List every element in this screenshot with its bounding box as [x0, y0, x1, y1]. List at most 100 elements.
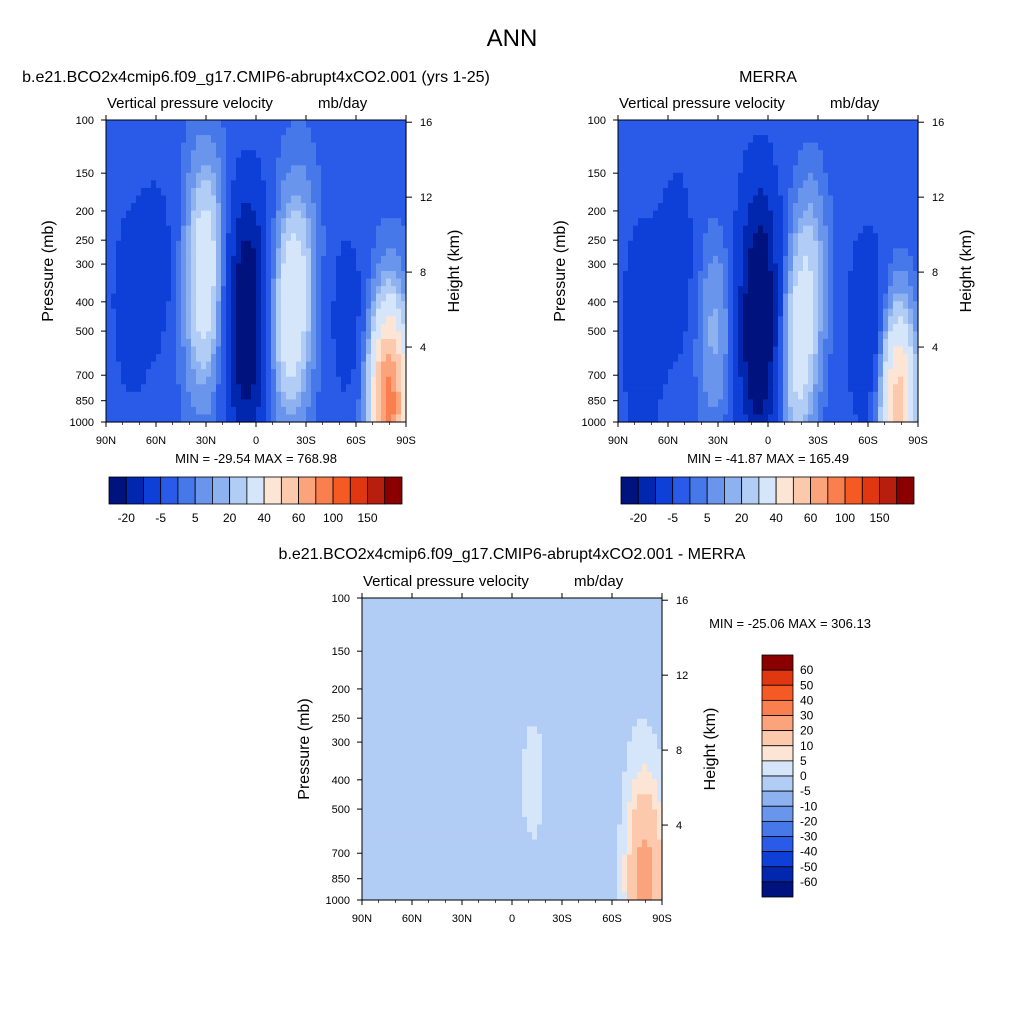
heatmap-cell — [718, 346, 724, 355]
colorbar: -20 -5 5 20 40 60 100 150 — [620, 476, 915, 525]
heatmap-cell — [176, 346, 182, 355]
heatmap-cell — [256, 331, 262, 340]
heatmap-cell — [136, 120, 142, 129]
heatmap-cell — [401, 172, 407, 181]
heatmap-cell — [718, 338, 724, 348]
heatmap-cell — [863, 187, 869, 197]
heatmap-cell — [638, 361, 644, 370]
heatmap-cell — [618, 120, 624, 129]
heatmap-cell — [271, 301, 277, 310]
heatmap-cell — [221, 255, 227, 265]
heatmap-cell — [156, 240, 162, 249]
heatmap-cell — [848, 414, 854, 423]
heatmap-cell — [903, 142, 909, 151]
heatmap-cell — [191, 301, 197, 310]
heatmap-cell — [181, 286, 187, 295]
heatmap-cell — [878, 346, 884, 355]
heatmap-cell — [898, 172, 904, 181]
heatmap-cell — [703, 248, 709, 257]
heatmap-cell — [351, 278, 357, 287]
heatmap-cell — [196, 308, 202, 317]
heatmap-cell — [883, 293, 889, 302]
heatmap-cell — [136, 240, 142, 249]
heatmap-cell — [698, 135, 704, 144]
heatmap-cell — [808, 406, 814, 416]
heatmap-cell — [873, 203, 879, 212]
heatmap-cell — [823, 135, 829, 144]
heatmap-cell — [331, 323, 337, 332]
heatmap-cell — [773, 406, 779, 416]
heatmap-cell — [863, 338, 869, 348]
heatmap-cell — [663, 240, 669, 249]
heatmap-cell — [703, 376, 709, 385]
heatmap-cell — [793, 127, 799, 136]
heatmap-cell — [793, 301, 799, 310]
heatmap-cell — [271, 248, 277, 257]
heatmap-cell — [166, 263, 172, 272]
heatmap-cell — [828, 233, 834, 242]
heatmap-cell — [176, 316, 182, 325]
heatmap-cell — [121, 218, 127, 227]
heatmap-cell — [708, 316, 714, 325]
heatmap-cell — [251, 150, 257, 159]
heatmap-cell — [171, 255, 177, 265]
colorbar-swatch — [263, 476, 282, 505]
heatmap-cell — [126, 384, 132, 393]
heatmap-cell — [321, 172, 327, 181]
heatmap-cell — [201, 384, 207, 393]
heatmap-cell — [858, 286, 864, 295]
heatmap-cell — [181, 150, 187, 159]
heatmap-cell — [863, 308, 869, 317]
heatmap-cell — [336, 384, 342, 393]
heatmap-cell — [653, 120, 659, 129]
heatmap-cell — [126, 391, 132, 400]
heatmap-cell — [643, 233, 649, 242]
heatmap-cell — [888, 233, 894, 242]
heatmap-cell — [241, 195, 247, 204]
heatmap-cell — [196, 354, 202, 363]
heatmap-cell — [356, 361, 362, 370]
heatmap-cell — [648, 384, 654, 393]
heatmap-cell — [126, 369, 132, 378]
heatmap-cell — [713, 286, 719, 295]
heatmap-cell — [813, 361, 819, 370]
heatmap-cell — [201, 271, 207, 280]
heatmap-cell — [818, 240, 824, 249]
heatmap-cell — [743, 165, 749, 174]
heatmap-cell — [201, 142, 207, 151]
heatmap-cell — [226, 286, 232, 295]
heatmap-cell — [853, 354, 859, 363]
heatmap-cell — [753, 120, 759, 129]
heatmap-cell — [121, 180, 127, 189]
heatmap-cell — [803, 120, 809, 129]
colorbar-swatch — [349, 476, 368, 505]
heatmap-cell — [361, 203, 367, 212]
heatmap-cell — [738, 218, 744, 227]
y2-tick-label: 8 — [932, 267, 938, 279]
heatmap-cell — [728, 399, 734, 408]
heatmap-cell — [643, 338, 649, 348]
heatmap-cell — [201, 165, 207, 174]
heatmap-cell — [853, 323, 859, 332]
heatmap-cell — [693, 157, 699, 166]
heatmap-cell — [668, 316, 674, 325]
heatmap-cell — [823, 203, 829, 212]
heatmap-cell — [898, 376, 904, 385]
heatmap-cell — [176, 195, 182, 204]
heatmap-cell — [743, 203, 749, 212]
heatmap-cell — [131, 255, 137, 265]
heatmap-cell — [838, 391, 844, 400]
heatmap-cell — [743, 248, 749, 257]
heatmap-cell — [321, 233, 327, 242]
heatmap-cell — [858, 331, 864, 340]
heatmap-cell — [401, 248, 407, 257]
heatmap-cell — [256, 263, 262, 272]
heatmap-cell — [151, 316, 157, 325]
heatmap-cell — [828, 308, 834, 317]
heatmap-cell — [301, 414, 307, 423]
heatmap-cell — [356, 240, 362, 249]
heatmap-cell — [753, 248, 759, 257]
heatmap-cell — [838, 225, 844, 234]
heatmap-cell — [903, 354, 909, 363]
heatmap-cell — [733, 203, 739, 212]
